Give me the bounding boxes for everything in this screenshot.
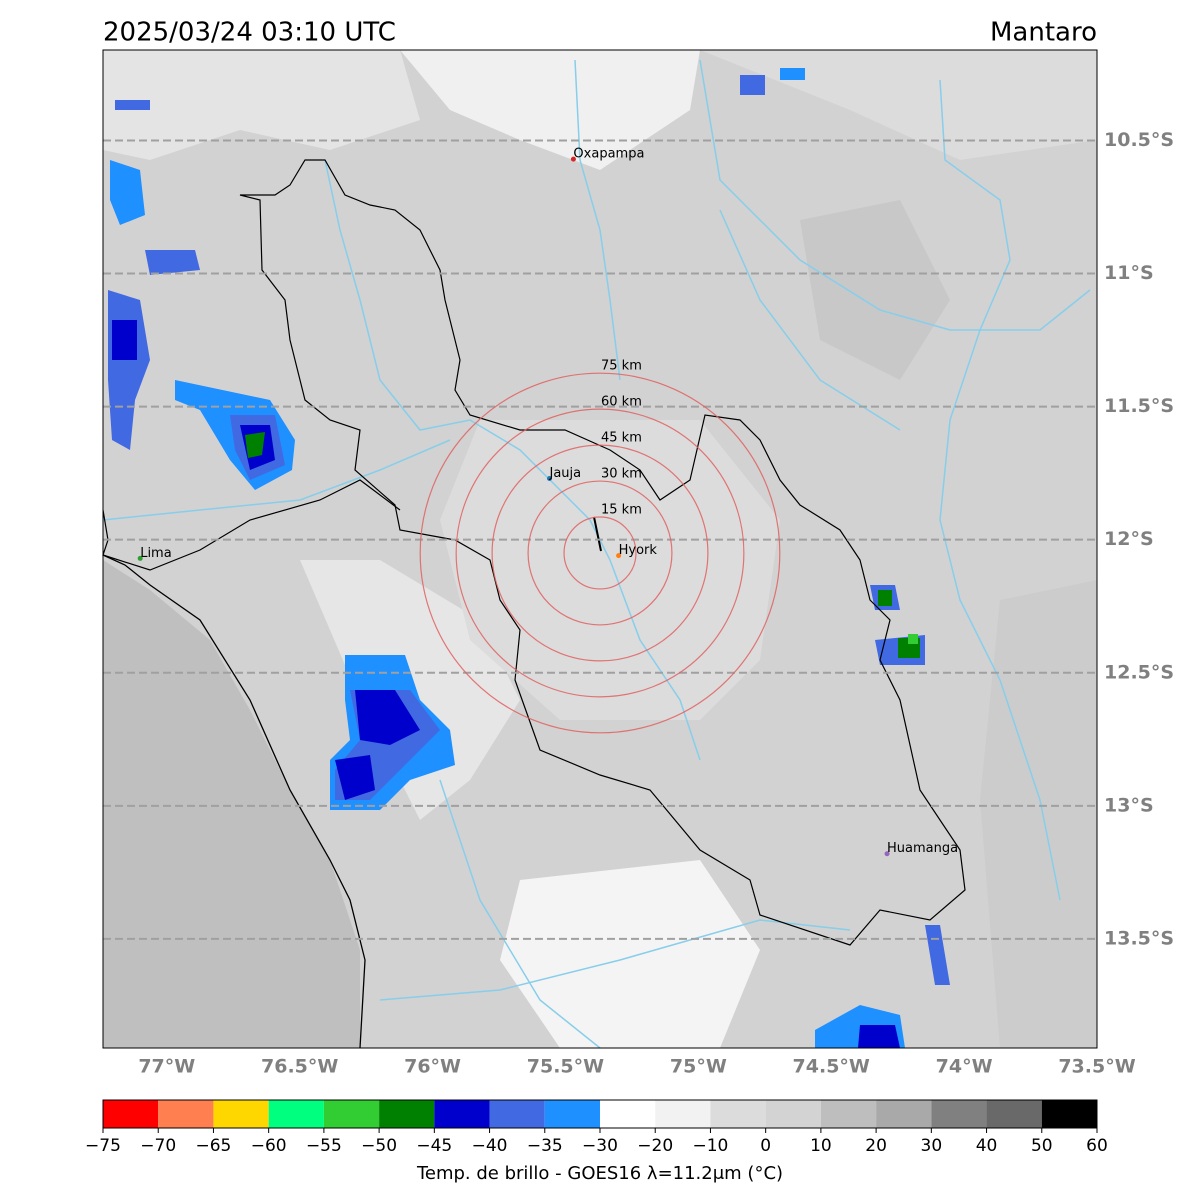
colorbar-bin <box>323 1100 380 1128</box>
colorbar-tick-label: 20 <box>865 1136 887 1156</box>
map-overlay: 10.5°S 11°S 11.5°S 12°S 12.5°S 13°S 13.5°S 77°W… <box>103 129 1174 1078</box>
colorbar-bin <box>158 1100 214 1128</box>
ring-label: 60 km <box>601 395 642 410</box>
colorbar-bin <box>379 1100 435 1128</box>
colorbar: −75 −70 −65 −60 −55 −50 −45 −40 −35 −30 −20 −10 0 10 2… <box>85 1099 1108 1184</box>
range-ring <box>491 444 709 662</box>
city-marker <box>570 156 576 162</box>
colorbar-tick-label: −30 <box>582 1136 618 1156</box>
lon-label: 76°W <box>404 1056 461 1078</box>
colorbar-tick-label: −10 <box>692 1136 728 1156</box>
colorbar-bin <box>1041 1100 1097 1128</box>
lat-label: 13°S <box>1104 794 1154 816</box>
city-marker <box>884 851 890 857</box>
colorbar-label: Temp. de brillo - GOES16 λ=11.2μm (°C) <box>416 1163 783 1184</box>
city-label: Huamanga <box>887 841 958 856</box>
colorbar-bin <box>820 1100 877 1128</box>
ring-label: 15 km <box>601 503 642 518</box>
coastline <box>102 554 366 1049</box>
colorbar-tick-label: 60 <box>1086 1136 1108 1156</box>
colorbar-tick-label: −75 <box>85 1136 121 1156</box>
colorbar-tick-label: −45 <box>416 1136 452 1156</box>
colorbar-tick-label: 30 <box>921 1136 943 1156</box>
colorbar-bin <box>213 1100 269 1128</box>
colorbar-tick-label: −35 <box>527 1136 563 1156</box>
lon-label: 76.5°W <box>261 1056 338 1078</box>
colorbar-tick-label: −50 <box>361 1136 397 1156</box>
lat-label: 13.5°S <box>1104 927 1174 949</box>
lat-label: 12.5°S <box>1104 661 1174 683</box>
lon-label: 77°W <box>138 1056 195 1078</box>
region: Mantaro <box>990 18 1097 48</box>
colorbar-tick-label: 40 <box>976 1136 998 1156</box>
range-ring <box>419 372 781 734</box>
city-label: Hyork <box>619 543 658 558</box>
map-frame <box>102 49 1098 1049</box>
range-ring <box>527 480 673 626</box>
map-background <box>103 50 1097 1048</box>
colorbar-bin <box>600 1100 656 1128</box>
city-marker <box>137 555 143 561</box>
ring-label: 75 km <box>601 359 642 374</box>
range-ring <box>455 408 745 698</box>
colorbar-tick-label: −40 <box>472 1136 508 1156</box>
colorbar-tick-label: 0 <box>760 1136 771 1156</box>
city-label: Jauja <box>549 466 582 481</box>
colorbar-bin <box>655 1100 711 1128</box>
city-marker <box>616 553 622 559</box>
lon-label: 74.5°W <box>793 1056 870 1078</box>
lat-label: 10.5°S <box>1104 129 1174 151</box>
colorbar-tick-label: −60 <box>251 1136 287 1156</box>
colorbar-bin <box>489 1100 545 1128</box>
colorbar-bin <box>986 1100 1042 1128</box>
colorbar-bin <box>931 1100 987 1128</box>
region-outline <box>102 479 401 571</box>
ring-label: 30 km <box>601 467 642 482</box>
lat-label: 11.5°S <box>1104 395 1174 417</box>
colorbar-bin <box>710 1100 766 1128</box>
colorbar-tick-label: 10 <box>810 1136 832 1156</box>
colorbar-bin <box>876 1100 932 1128</box>
lat-label: 11°S <box>1104 262 1154 284</box>
colorbar-bin <box>544 1100 600 1128</box>
colorbar-tick-label: −20 <box>637 1136 673 1156</box>
city-marker <box>547 475 553 481</box>
colorbar-tick-label: 50 <box>1031 1136 1053 1156</box>
colorbar-tick-label: −70 <box>140 1136 176 1156</box>
colorbar-bin <box>103 1100 159 1128</box>
colorbar-tick-label: −55 <box>306 1136 342 1156</box>
range-ring <box>563 516 637 590</box>
lon-label: 74°W <box>936 1056 993 1078</box>
city-label: Oxapampa <box>573 147 644 162</box>
lon-label: 75°W <box>670 1056 727 1078</box>
title: 2025/03/24 03:10 UTC <box>103 18 396 48</box>
colorbar-bin <box>434 1100 490 1128</box>
colorbar-tick-label: −65 <box>195 1136 231 1156</box>
city-label: Lima <box>140 546 171 561</box>
rivers <box>102 59 1091 1049</box>
ring-label: 45 km <box>601 431 642 446</box>
radar-beam <box>593 516 602 552</box>
basin-outline <box>239 159 966 946</box>
lon-label: 75.5°W <box>527 1056 604 1078</box>
colorbar-bin <box>268 1100 324 1128</box>
colorbar-bin <box>765 1100 821 1128</box>
lat-label: 12°S <box>1104 528 1154 550</box>
lon-label: 73.5°W <box>1058 1056 1135 1078</box>
